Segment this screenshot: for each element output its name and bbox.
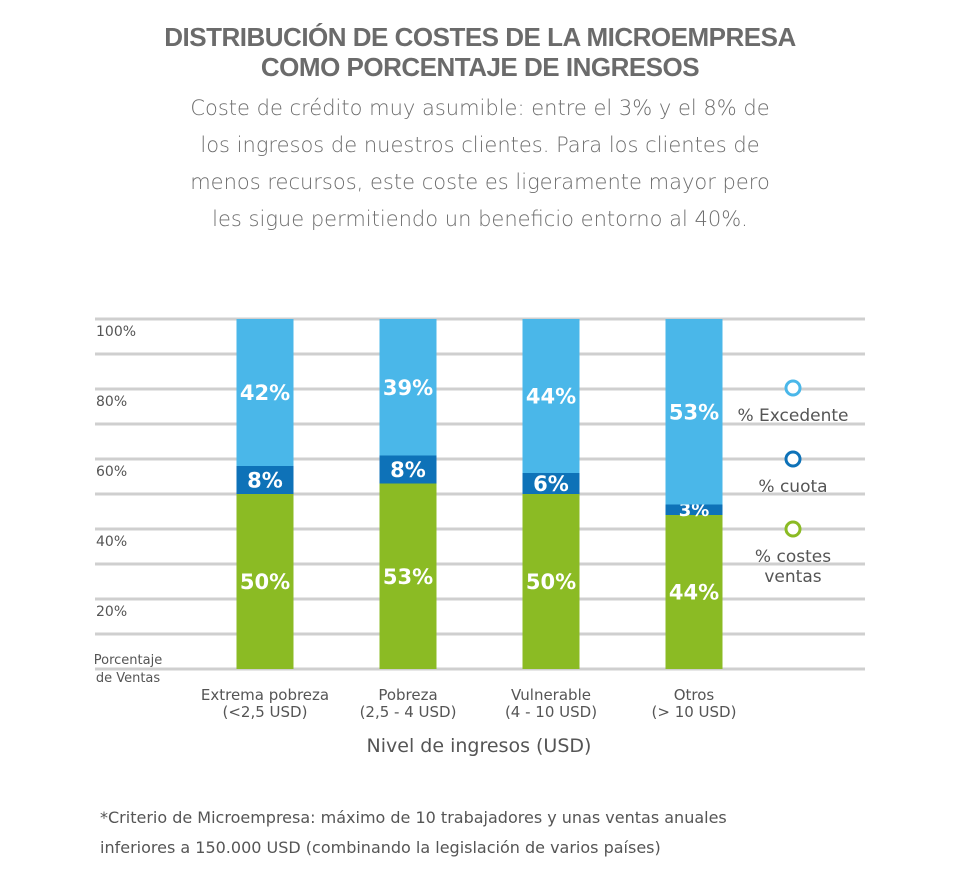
x-axis-title: Nivel de ingresos (USD) (367, 735, 592, 757)
bar-segment-cuota (379, 455, 437, 484)
x-category-label: (> 10 USD) (652, 703, 737, 721)
legend-marker-excedente (784, 379, 802, 397)
x-category-label: (4 - 10 USD) (505, 703, 597, 721)
legend-label: % costes (755, 547, 831, 567)
y-axis-label: de Ventas (96, 671, 161, 686)
y-tick-label: 100% (96, 324, 136, 340)
bar-segment-costes (236, 494, 294, 669)
legend-label: % Excedente (737, 406, 848, 426)
bar-segment-cuota (236, 466, 294, 494)
y-tick-label: 80% (96, 394, 127, 410)
x-category-label: Vulnerable (511, 686, 591, 704)
x-category-label: (2,5 - 4 USD) (360, 703, 457, 721)
data-label: 53% (669, 400, 719, 424)
footnote-line-1: *Criterio de Microempresa: máximo de 10 … (100, 808, 727, 827)
footnote-line-2: inferiores a 150.000 USD (combinando la … (100, 838, 661, 857)
chart-title-line-2: COMO PORCENTAJE DE INGRESOS (260, 52, 700, 82)
data-label: 44% (669, 581, 719, 605)
y-axis-label: Porcentaje (94, 653, 162, 668)
x-category-label: Extrema pobreza (201, 686, 329, 704)
bar-segment-costes (522, 494, 580, 669)
legend-label: ventas (764, 567, 821, 587)
bar-segment-excedente (522, 319, 580, 473)
data-label: 50% (526, 570, 576, 594)
data-label: 8% (247, 469, 283, 493)
bar-segment-costes (665, 515, 723, 669)
chart-title-line-1: DISTRIBUCIÓN DE COSTES DE LA MICROEMPRES… (164, 22, 796, 52)
footnote: *Criterio de Microempresa: máximo de 10 … (100, 803, 820, 863)
bar-segment-cuota (522, 473, 580, 494)
y-tick-label: 40% (96, 534, 127, 550)
bar-segment-excedente (379, 319, 437, 456)
x-category-label: Pobreza (378, 686, 437, 704)
legend-marker-costes (784, 520, 802, 538)
legend-label: % cuota (758, 477, 827, 497)
chart-subtitle: Coste de crédito muy asumible: entre el … (190, 96, 770, 231)
bar-segment-cuota (665, 504, 723, 515)
x-category-label: (<2,5 USD) (223, 703, 308, 721)
y-tick-label: 60% (96, 464, 127, 480)
x-category-label: Otros (674, 686, 715, 704)
bar-segment-excedente (236, 319, 294, 466)
data-label: 6% (533, 472, 569, 496)
y-tick-label: 20% (96, 604, 127, 620)
data-label: 39% (383, 376, 433, 400)
bar-segment-costes (379, 483, 437, 669)
data-label: 44% (526, 385, 576, 409)
data-label: 42% (240, 381, 290, 405)
bar-segment-excedente (665, 319, 723, 505)
legend-marker-cuota (784, 450, 802, 468)
data-label: 3% (679, 500, 710, 521)
data-label: 8% (390, 458, 426, 482)
chart-title: DISTRIBUCIÓN DE COSTES DE LA MICROEMPRES… (0, 22, 960, 82)
data-label: 53% (383, 565, 433, 589)
data-label: 50% (240, 570, 290, 594)
